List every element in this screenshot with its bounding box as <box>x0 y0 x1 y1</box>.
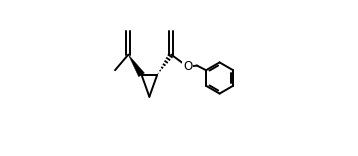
Polygon shape <box>128 55 144 77</box>
Text: O: O <box>183 60 192 73</box>
